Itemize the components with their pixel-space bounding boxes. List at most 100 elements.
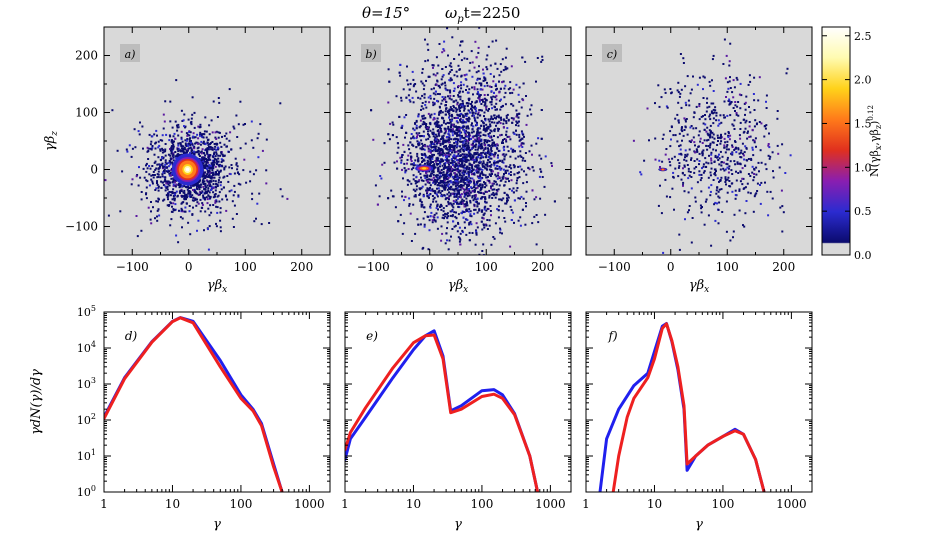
scatter-point xyxy=(509,87,512,90)
scatter-point xyxy=(712,108,715,111)
scatter-point xyxy=(495,94,498,97)
scatter-point xyxy=(444,215,447,218)
scatter-point xyxy=(212,183,215,186)
scatter-point xyxy=(191,184,194,187)
scatter-point xyxy=(211,169,214,172)
scatter-point xyxy=(509,138,512,141)
scatter-point xyxy=(486,81,488,84)
scatter-point xyxy=(646,107,649,110)
scatter-point xyxy=(483,181,485,184)
scatter-point xyxy=(443,127,446,130)
scatter-point xyxy=(453,125,456,128)
scatter-point xyxy=(484,167,487,170)
scatter-point xyxy=(435,138,437,141)
scatter-point xyxy=(520,168,523,171)
scatter-point xyxy=(193,152,196,155)
scatter-point xyxy=(217,181,220,184)
scatter-point xyxy=(191,143,194,146)
scatter-point xyxy=(167,194,170,197)
scatter-point xyxy=(428,122,431,125)
scatter-point xyxy=(679,53,682,55)
scatter-point xyxy=(441,180,444,182)
scatter-point xyxy=(457,221,459,224)
scatter-point xyxy=(469,220,472,223)
scatter-point xyxy=(517,120,520,123)
scatter-point xyxy=(176,126,179,129)
scatter-point xyxy=(753,76,756,79)
scatter-point xyxy=(445,154,448,157)
scatter-point xyxy=(517,124,520,127)
scatter-point xyxy=(423,265,425,267)
density-core-contour xyxy=(423,167,426,170)
scatter-point xyxy=(189,193,192,196)
scatter-point xyxy=(487,118,490,121)
scatter-point xyxy=(202,177,205,180)
scatter-point xyxy=(170,140,173,143)
scatter-point xyxy=(232,226,235,228)
scatter-point xyxy=(427,128,430,131)
scatter-point xyxy=(451,215,454,218)
scatter-point xyxy=(684,125,687,128)
scatter-point xyxy=(185,198,187,201)
scatter-point xyxy=(477,138,480,141)
scatter-point xyxy=(183,192,186,195)
scatter-point xyxy=(506,127,509,130)
scatter-point xyxy=(466,183,469,186)
scatter-point xyxy=(504,169,507,172)
scatter-point xyxy=(448,168,450,171)
scatter-point xyxy=(454,166,457,169)
scatter-point xyxy=(126,150,129,153)
scatter-point xyxy=(426,43,429,46)
scatter-point xyxy=(161,147,164,150)
scatter-point xyxy=(724,151,727,154)
scatter-point xyxy=(688,209,690,212)
scatter-point xyxy=(183,198,186,201)
scatter-point xyxy=(412,174,415,177)
scatter-point xyxy=(503,191,506,194)
scatter-point xyxy=(429,178,432,181)
scatter-point xyxy=(235,162,238,165)
scatter-point xyxy=(422,246,425,249)
scatter-point xyxy=(498,160,501,162)
scatter-point xyxy=(515,83,518,86)
scatter-point xyxy=(467,180,470,183)
scatter-point xyxy=(458,189,461,192)
scatter-point xyxy=(478,27,481,29)
scatter-point xyxy=(206,175,209,178)
scatter-point xyxy=(451,167,454,170)
scatter-point xyxy=(448,239,451,242)
scatter-point xyxy=(215,151,218,154)
scatter-point xyxy=(196,185,198,188)
scatter-point xyxy=(165,180,168,183)
scatter-point xyxy=(187,118,190,121)
scatter-point xyxy=(521,146,524,148)
scatter-point xyxy=(493,143,496,146)
scatter-point xyxy=(426,215,429,218)
scatter-point xyxy=(455,217,458,220)
scatter-point xyxy=(479,94,482,96)
scatter-point xyxy=(206,191,208,193)
scatter-point xyxy=(201,148,204,151)
scatter-point xyxy=(461,40,464,43)
scatter-point xyxy=(440,124,443,127)
scatter-point xyxy=(440,109,442,112)
scatter-point xyxy=(458,128,461,131)
scatter-point xyxy=(508,135,511,138)
scatter-point xyxy=(413,137,416,140)
scatter-point xyxy=(690,176,693,178)
scatter-point xyxy=(670,91,673,94)
scatter-point xyxy=(448,198,450,201)
scatter-point xyxy=(494,85,497,87)
scatter-point xyxy=(453,74,456,77)
scatter-point xyxy=(479,134,482,137)
scatter-point xyxy=(495,124,497,127)
scatter-point xyxy=(443,179,446,182)
scatter-point xyxy=(449,79,452,82)
scatter-point xyxy=(758,121,761,123)
scatter-point xyxy=(481,145,483,148)
scatter-point xyxy=(206,180,209,183)
scatter-point xyxy=(210,177,213,180)
scatter-point xyxy=(411,163,414,166)
scatter-point xyxy=(449,70,452,73)
scatter-point xyxy=(494,167,497,170)
